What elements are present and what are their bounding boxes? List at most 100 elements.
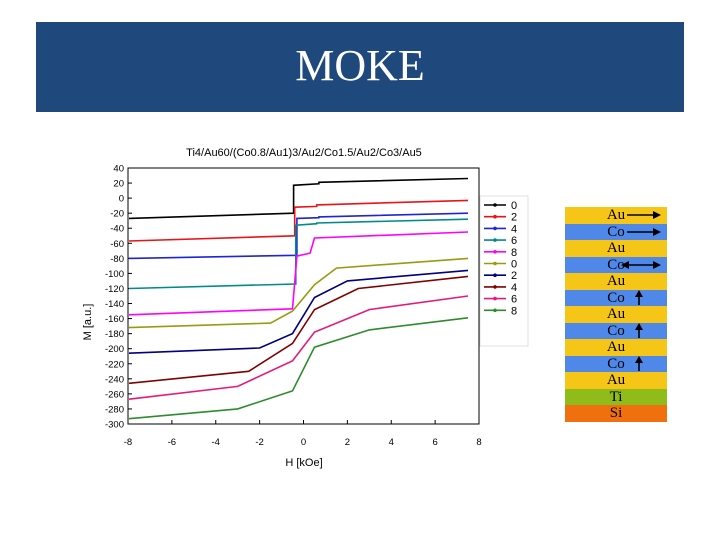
layer-au: Au [565,207,667,224]
layer-label: Au [606,207,626,223]
magnetization-arrow-icon [635,289,643,305]
y-tick-label: -260 [105,389,124,400]
layer-label: Co [607,256,625,273]
x-tick-label: -8 [124,437,132,448]
legend-label: 8 [511,247,517,259]
legend-label: 2 [511,270,517,282]
series-line-5 [128,231,469,316]
legend-marker [493,238,497,242]
legend-label: 0 [511,200,517,212]
series-line-3 [128,212,469,260]
y-tick-label: -100 [105,269,124,280]
y-tick-label: 40 [113,164,124,175]
series-layer [128,177,469,420]
y-tick-label: -140 [105,299,124,310]
y-tick-label: -60 [110,239,124,250]
layer-label: Si [609,405,623,421]
magnetization-arrow-icon [635,322,643,338]
x-tick-label: 8 [476,437,481,448]
legend-marker [493,226,497,231]
x-tick-label: -6 [168,437,176,448]
legend-box [479,195,529,347]
title-banner: MOKE [36,22,684,112]
layer-co: Co [565,256,667,273]
slide-title: MOKE [295,41,425,90]
x-tick-label: -4 [212,437,220,448]
legend-label: 4 [511,223,517,235]
y-tick-label: 0 [119,194,124,205]
legend-label: 0 [511,259,517,271]
layer-co: Co [565,322,667,339]
x-tick-label: 0 [301,437,306,448]
legend-label: 8 [511,305,517,317]
y-tick-label: -240 [105,374,124,385]
series-line-2 [128,199,469,242]
series-line-4 [128,218,469,290]
series-line-1 [128,177,469,220]
legend-marker [493,296,497,301]
legend-marker [493,250,497,254]
y-tick-label: -280 [105,404,124,415]
legend-label: 6 [511,294,517,306]
layer-label: Au [606,339,626,355]
legend-marker [493,308,497,313]
layer-label: Co [607,289,625,306]
series-line-7 [128,269,469,354]
x-tick-label: 4 [389,437,394,448]
layer-stack-diagram: Au Co Au Co Au Co Au Co Au Co Au Ti Si [565,207,667,422]
chart-title: Ti4/Au60/(Co0.8/Au1)3/Au2/Co1.5/Au2/Co3/… [186,147,422,159]
legend-label: 6 [511,235,517,247]
magnetization-arrow-icon [627,211,661,219]
layer-label: Au [606,372,626,388]
layer-label: Ti [609,388,623,405]
y-tick-label: -220 [105,359,124,370]
layer-label: Au [606,240,626,256]
y-tick-label: -20 [110,209,124,220]
layer-label: Co [607,223,625,240]
layer-ti: Ti [565,388,667,405]
legend-marker [493,203,497,207]
series-line-8 [128,275,469,385]
legend-marker [493,273,497,278]
y-tick-label: -40 [110,224,124,235]
series-line-9 [128,295,469,400]
magnetization-arrow-icon [635,355,643,371]
y-axis-label: M [a.u.] [82,304,94,341]
layer-au: Au [565,372,667,389]
layer-au: Au [565,273,667,290]
x-tick-label: 2 [345,437,350,448]
y-tick-label: -300 [105,420,124,431]
legend-marker [493,261,497,266]
layer-au: Au [565,339,667,356]
layer-co: Co [565,223,667,240]
magnetization-arrow-icon [627,227,661,236]
layer-au: Au [565,240,667,257]
y-tick-label: -160 [105,314,124,325]
layer-co: Co [565,289,667,306]
series-line-10 [128,317,469,420]
series-line-6 [128,257,469,329]
legend-label: 4 [511,282,517,294]
x-tick-label: 6 [432,437,437,448]
layer-si: Si [565,405,667,422]
legend-label: 2 [511,212,517,224]
layer-au: Au [565,306,667,323]
y-tick-label: -80 [110,254,124,265]
magnetization-arrow-icon [621,260,661,269]
layer-co: Co [565,355,667,372]
layer-label: Co [607,322,625,339]
axis-ticks: 40200-20-40-60-80-100-120-140-160-180-20… [105,164,482,449]
layer-label: Au [606,273,626,289]
layer-label: Co [607,355,625,372]
legend-marker [493,214,497,219]
y-tick-label: -180 [105,329,124,340]
x-tick-label: -2 [255,437,263,448]
layer-label: Au [606,306,626,322]
y-tick-label: -200 [105,344,124,355]
x-axis-label: H [kOe] [285,457,322,469]
y-tick-label: -120 [105,284,124,295]
y-tick-label: 20 [113,179,124,190]
legend-marker [493,285,497,289]
